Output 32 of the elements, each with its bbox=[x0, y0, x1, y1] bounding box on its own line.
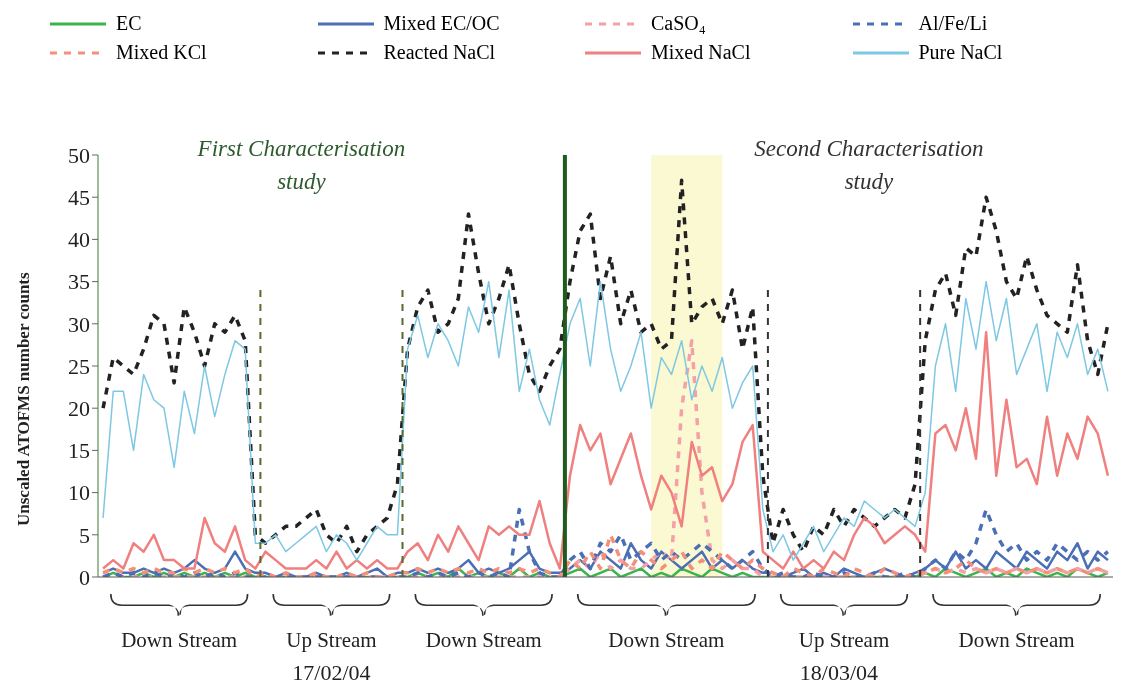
y-tick-label: 50 bbox=[68, 142, 90, 168]
line-series bbox=[101, 507, 1110, 577]
y-tick-label: 20 bbox=[68, 396, 90, 422]
y-tick-label: 30 bbox=[68, 311, 90, 337]
legend-label: Mixed EC/OC bbox=[383, 12, 500, 35]
legend-label: Reacted NaCl bbox=[383, 41, 496, 64]
y-axis-title: Unscaled ATOFMS number counts bbox=[14, 271, 34, 526]
legend-label: Mixed KCl bbox=[116, 41, 207, 64]
y-tick-label: 15 bbox=[68, 438, 90, 464]
text: 18/03/04 bbox=[798, 660, 880, 686]
text: Up Stream bbox=[285, 628, 378, 653]
y-tick-label: 25 bbox=[68, 353, 90, 379]
legend-label: Mixed NaCl bbox=[651, 41, 751, 64]
annotation: First Characterisation study bbox=[196, 134, 407, 196]
legend-label: Pure NaCl bbox=[918, 41, 1003, 64]
line-series bbox=[102, 280, 1109, 561]
annotation: Second Characterisation study bbox=[753, 134, 985, 196]
legend-label: EC bbox=[116, 12, 142, 35]
text: Down Stream bbox=[120, 628, 239, 653]
y-tick-label: 45 bbox=[68, 185, 90, 211]
text: Down Stream bbox=[607, 628, 726, 653]
y-tick-label: 35 bbox=[68, 269, 90, 295]
text: Up Stream bbox=[797, 628, 891, 653]
text: Down Stream bbox=[957, 628, 1076, 653]
text: 17/02/04 bbox=[291, 660, 372, 686]
y-tick-label: 0 bbox=[79, 564, 90, 590]
legend-label: CaSO₄ bbox=[651, 12, 706, 35]
legend-label: Al/Fe/Li bbox=[918, 12, 988, 35]
text: Down Stream bbox=[424, 628, 543, 653]
y-tick-label: 40 bbox=[68, 227, 90, 253]
y-tick-label: 10 bbox=[68, 480, 90, 506]
y-tick-label: 5 bbox=[79, 522, 90, 548]
